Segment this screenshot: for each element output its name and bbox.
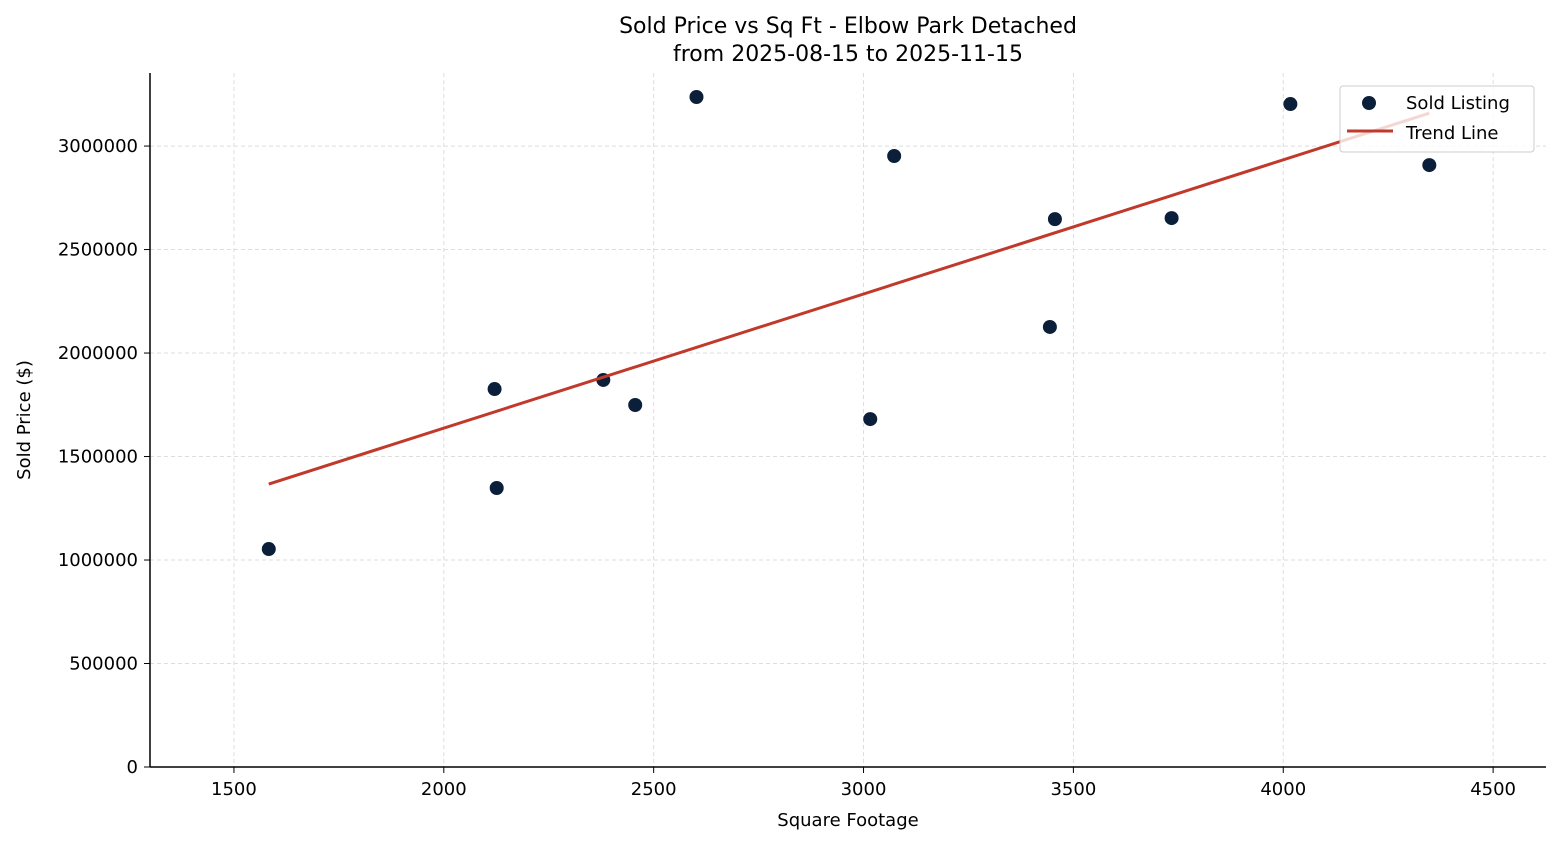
data-point	[628, 397, 643, 412]
y-tick-label: 2000000	[58, 343, 138, 364]
y-tick-label: 1500000	[58, 447, 138, 468]
legend-box	[1339, 85, 1535, 153]
axes: 1500 2000 2500 3000 3500 4000 4500 0 500000 10000…	[58, 73, 1546, 800]
legend-label-trend-line: Trend Line	[1405, 123, 1499, 144]
x-tick-label: 3000	[841, 779, 887, 800]
x-tick-label: 2500	[631, 779, 677, 800]
data-point	[489, 480, 504, 495]
legend-marker-sold-listing	[1362, 96, 1376, 110]
grid	[150, 73, 1546, 768]
data-point	[1283, 97, 1298, 112]
x-tick-label: 2000	[421, 779, 467, 800]
chart-subtitle: from 2025-08-15 to 2025-11-15	[673, 42, 1023, 67]
marks	[261, 90, 1437, 557]
y-tick-label: 500000	[69, 654, 138, 675]
legend-label-sold-listing: Sold Listing	[1406, 93, 1510, 114]
y-tick-label: 3000000	[58, 136, 138, 157]
data-point	[261, 542, 276, 557]
data-point	[689, 90, 704, 105]
y-tick-label: 0	[127, 757, 138, 778]
x-tick-label: 4000	[1260, 779, 1306, 800]
data-point	[863, 412, 878, 427]
data-point	[1164, 211, 1179, 226]
y-tick-label: 2500000	[58, 240, 138, 261]
data-point	[1422, 158, 1437, 173]
x-tick-label: 4500	[1470, 779, 1516, 800]
data-point	[887, 148, 902, 163]
x-tick-label: 1500	[211, 779, 257, 800]
y-axis-label: Sold Price ($)	[14, 360, 35, 480]
legend: Sold Listing Trend Line	[1339, 85, 1535, 153]
chart-title: Sold Price vs Sq Ft - Elbow Park Detache…	[619, 14, 1077, 39]
data-point	[487, 382, 502, 397]
x-axis-label: Square Footage	[777, 810, 918, 831]
data-point	[1042, 319, 1057, 334]
trend-line	[268, 111, 1430, 486]
y-tick-label: 1000000	[58, 550, 138, 571]
x-tick-label: 3500	[1050, 779, 1096, 800]
data-point	[1047, 212, 1062, 227]
